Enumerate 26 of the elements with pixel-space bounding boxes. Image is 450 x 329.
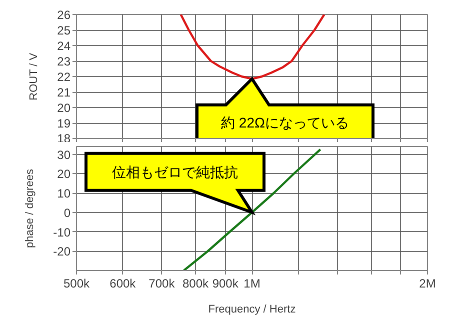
- x-tick-label: 500k: [63, 276, 91, 290]
- y-tick-label: 0: [64, 206, 71, 220]
- y-tick-label: 20: [57, 167, 71, 182]
- x-tick-label: 700k: [148, 276, 176, 290]
- x-tick-label: 600k: [110, 276, 137, 290]
- y-tick-label: 23: [57, 54, 71, 68]
- annotation: 位相もゼロで純抵抗: [112, 164, 238, 180]
- y-tick-label: 10: [57, 186, 71, 200]
- x-tick-label: 2M: [419, 276, 436, 290]
- y-tick-label: 26: [57, 8, 71, 22]
- y-tick-label: -10: [53, 225, 71, 240]
- y-tick-label: 19: [57, 116, 71, 130]
- y-tick-label: 25: [57, 24, 71, 38]
- x-tick-label: 800k: [182, 276, 210, 290]
- y-tick-label: -20: [53, 244, 71, 259]
- y-axis-title: phase / degrees: [24, 168, 36, 248]
- y-tick-label: 21: [57, 86, 71, 100]
- y-axis-title: ROUT / V: [28, 52, 40, 100]
- annotation: 約 22Ωになっている: [221, 114, 349, 130]
- x-axis-title: Frequency / Hertz: [208, 304, 296, 316]
- y-tick-label: 24: [57, 39, 71, 53]
- x-tick-label: 1M: [244, 276, 260, 290]
- y-tick-label: 20: [57, 101, 71, 115]
- y-tick-label: 22: [57, 70, 71, 84]
- y-tick-label: 30: [57, 148, 71, 162]
- x-tick-label: 900k: [212, 276, 240, 290]
